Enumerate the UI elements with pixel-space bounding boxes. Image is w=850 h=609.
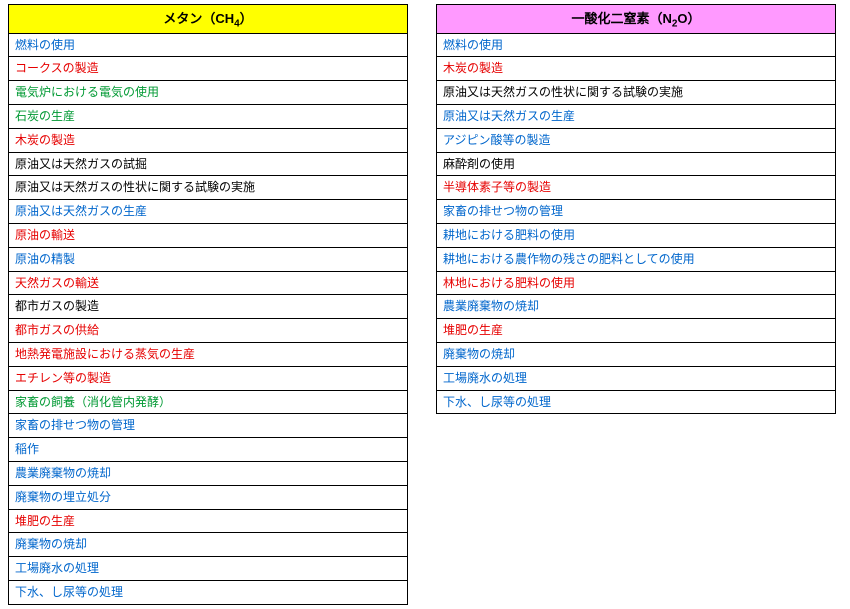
table-cell: 廃棄物の埋立処分 bbox=[9, 485, 408, 509]
table-methane: メタン（CH4） 燃料の使用コークスの製造電気炉における電気の使用石炭の生産木炭… bbox=[8, 4, 408, 605]
table-row: 原油又は天然ガスの生産 bbox=[437, 104, 836, 128]
table-row: 工場廃水の処理 bbox=[437, 366, 836, 390]
table-cell: 工場廃水の処理 bbox=[9, 557, 408, 581]
table-row: 電気炉における電気の使用 bbox=[9, 81, 408, 105]
table-cell: 燃料の使用 bbox=[437, 33, 836, 57]
tables-container: メタン（CH4） 燃料の使用コークスの製造電気炉における電気の使用石炭の生産木炭… bbox=[8, 4, 842, 605]
table-cell: 稲作 bbox=[9, 438, 408, 462]
table-row: 原油の精製 bbox=[9, 247, 408, 271]
table-row: 原油又は天然ガスの試掘 bbox=[9, 152, 408, 176]
table-cell: 石炭の生産 bbox=[9, 104, 408, 128]
table-cell: 家畜の排せつ物の管理 bbox=[9, 414, 408, 438]
table-row: 家畜の排せつ物の管理 bbox=[9, 414, 408, 438]
table-cell: 下水、し尿等の処理 bbox=[9, 580, 408, 604]
table-cell: 燃料の使用 bbox=[9, 33, 408, 57]
table-cell: 電気炉における電気の使用 bbox=[9, 81, 408, 105]
table-cell: 廃棄物の焼却 bbox=[9, 533, 408, 557]
table-n2o-header: 一酸化二窒素（N2O） bbox=[437, 5, 836, 34]
table-cell: 原油又は天然ガスの生産 bbox=[9, 200, 408, 224]
table-row: 農業廃棄物の焼却 bbox=[9, 461, 408, 485]
table-cell: 都市ガスの製造 bbox=[9, 295, 408, 319]
table-row: 堆肥の生産 bbox=[437, 319, 836, 343]
header-suffix: ） bbox=[240, 11, 253, 26]
table-methane-body: 燃料の使用コークスの製造電気炉における電気の使用石炭の生産木炭の製造原油又は天然… bbox=[9, 33, 408, 604]
table-row: 木炭の製造 bbox=[9, 128, 408, 152]
table-row: 半導体素子等の製造 bbox=[437, 176, 836, 200]
table-row: 下水、し尿等の処理 bbox=[9, 580, 408, 604]
table-row: 工場廃水の処理 bbox=[9, 557, 408, 581]
table-cell: 木炭の製造 bbox=[9, 128, 408, 152]
table-row: 耕地における肥料の使用 bbox=[437, 223, 836, 247]
table-cell: 下水、し尿等の処理 bbox=[437, 390, 836, 414]
table-cell: 農業廃棄物の焼却 bbox=[9, 461, 408, 485]
table-cell: 原油又は天然ガスの生産 bbox=[437, 104, 836, 128]
table-cell: 林地における肥料の使用 bbox=[437, 271, 836, 295]
table-cell: 原油の輸送 bbox=[9, 223, 408, 247]
table-row: 下水、し尿等の処理 bbox=[437, 390, 836, 414]
header-prefix: 一酸化二窒素（N bbox=[571, 11, 671, 26]
table-methane-header: メタン（CH4） bbox=[9, 5, 408, 34]
table-cell: 原油又は天然ガスの性状に関する試験の実施 bbox=[437, 81, 836, 105]
table-cell: 地熱発電施設における蒸気の生産 bbox=[9, 342, 408, 366]
table-row: コークスの製造 bbox=[9, 57, 408, 81]
table-row: 木炭の製造 bbox=[437, 57, 836, 81]
table-cell: 耕地における肥料の使用 bbox=[437, 223, 836, 247]
table-row: 廃棄物の埋立処分 bbox=[9, 485, 408, 509]
table-row: 堆肥の生産 bbox=[9, 509, 408, 533]
table-cell: 堆肥の生産 bbox=[437, 319, 836, 343]
table-row: 燃料の使用 bbox=[9, 33, 408, 57]
table-cell: 木炭の製造 bbox=[437, 57, 836, 81]
table-cell: 工場廃水の処理 bbox=[437, 366, 836, 390]
table-row: 家畜の飼養（消化管内発酵） bbox=[9, 390, 408, 414]
table-cell: 原油の精製 bbox=[9, 247, 408, 271]
table-row: 麻酔剤の使用 bbox=[437, 152, 836, 176]
table-row: アジピン酸等の製造 bbox=[437, 128, 836, 152]
table-row: 燃料の使用 bbox=[437, 33, 836, 57]
table-cell: 原油又は天然ガスの試掘 bbox=[9, 152, 408, 176]
table-row: 稲作 bbox=[9, 438, 408, 462]
table-row: 原油又は天然ガスの性状に関する試験の実施 bbox=[9, 176, 408, 200]
header-suffix: O） bbox=[677, 11, 700, 26]
table-cell: 堆肥の生産 bbox=[9, 509, 408, 533]
table-cell: 農業廃棄物の焼却 bbox=[437, 295, 836, 319]
table-row: 耕地における農作物の残さの肥料としての使用 bbox=[437, 247, 836, 271]
table-cell: 廃棄物の焼却 bbox=[437, 342, 836, 366]
table-row: 原油又は天然ガスの生産 bbox=[9, 200, 408, 224]
table-row: 廃棄物の焼却 bbox=[9, 533, 408, 557]
table-cell: 耕地における農作物の残さの肥料としての使用 bbox=[437, 247, 836, 271]
table-cell: アジピン酸等の製造 bbox=[437, 128, 836, 152]
table-cell: 都市ガスの供給 bbox=[9, 319, 408, 343]
table-row: 原油又は天然ガスの性状に関する試験の実施 bbox=[437, 81, 836, 105]
table-row: 都市ガスの製造 bbox=[9, 295, 408, 319]
table-cell: 半導体素子等の製造 bbox=[437, 176, 836, 200]
table-n2o: 一酸化二窒素（N2O） 燃料の使用木炭の製造原油又は天然ガスの性状に関する試験の… bbox=[436, 4, 836, 414]
table-cell: 天然ガスの輸送 bbox=[9, 271, 408, 295]
table-cell: 家畜の飼養（消化管内発酵） bbox=[9, 390, 408, 414]
table-row: 家畜の排せつ物の管理 bbox=[437, 200, 836, 224]
table-row: 都市ガスの供給 bbox=[9, 319, 408, 343]
table-row: 農業廃棄物の焼却 bbox=[437, 295, 836, 319]
table-row: 地熱発電施設における蒸気の生産 bbox=[9, 342, 408, 366]
header-prefix: メタン（CH bbox=[163, 11, 234, 26]
table-cell: 原油又は天然ガスの性状に関する試験の実施 bbox=[9, 176, 408, 200]
table-row: 廃棄物の焼却 bbox=[437, 342, 836, 366]
table-n2o-body: 燃料の使用木炭の製造原油又は天然ガスの性状に関する試験の実施原油又は天然ガスの生… bbox=[437, 33, 836, 414]
table-row: 原油の輸送 bbox=[9, 223, 408, 247]
table-cell: 麻酔剤の使用 bbox=[437, 152, 836, 176]
table-row: エチレン等の製造 bbox=[9, 366, 408, 390]
table-row: 石炭の生産 bbox=[9, 104, 408, 128]
table-cell: エチレン等の製造 bbox=[9, 366, 408, 390]
table-row: 天然ガスの輸送 bbox=[9, 271, 408, 295]
table-cell: 家畜の排せつ物の管理 bbox=[437, 200, 836, 224]
table-row: 林地における肥料の使用 bbox=[437, 271, 836, 295]
table-cell: コークスの製造 bbox=[9, 57, 408, 81]
